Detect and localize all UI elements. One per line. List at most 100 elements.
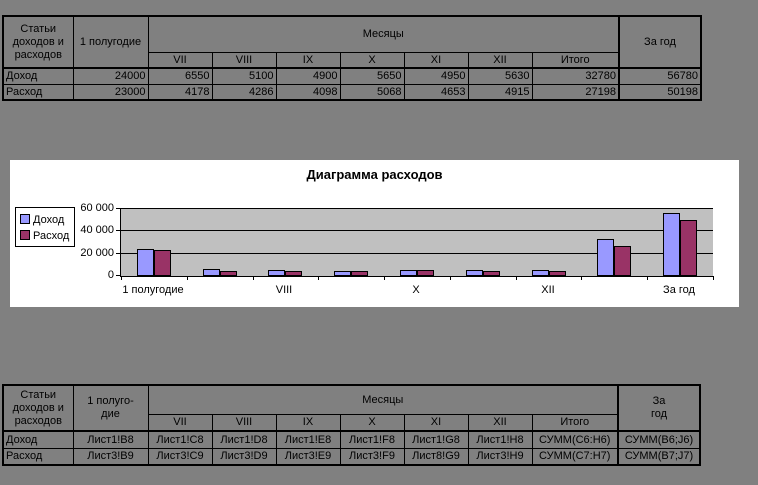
x-axis-label: За год — [663, 284, 695, 296]
table-cell: СУММ(C7:H7) — [531, 447, 619, 466]
month-column-header-cell: XI — [403, 413, 469, 432]
table-cell: 50198 — [618, 83, 702, 101]
table-cell: Лист3!H9 — [467, 447, 533, 466]
x-axis-label: XII — [541, 284, 555, 296]
month-column-header-cell: Итого — [531, 51, 620, 69]
bar-expense — [614, 246, 631, 276]
y-axis-tick — [116, 208, 120, 209]
row-label-cell: Доход — [2, 67, 74, 85]
header-line: расходов — [14, 48, 62, 61]
x-axis-tick — [713, 276, 714, 280]
period-header-cell: 1 полуго-дие — [72, 384, 149, 432]
y-axis-label: 0 — [107, 269, 114, 281]
bar-expense — [417, 270, 434, 276]
table-cell: Лист3!C9 — [147, 447, 213, 466]
x-axis-tick — [581, 276, 582, 280]
month-column-header-cell: XI — [403, 51, 469, 69]
bar-expense — [549, 271, 566, 276]
gridline — [121, 230, 713, 231]
legend-label: Расход — [33, 230, 70, 242]
table-cell: 56780 — [618, 67, 702, 85]
row-label-cell: Расход — [2, 83, 74, 101]
table-row: Расход 23000 4178 4286 4098 5068 4653 4915 27198… — [2, 83, 702, 101]
table-cell: 5068 — [339, 83, 405, 101]
table-row: Доход 24000 6550 5100 4900 5650 4950 5630 32780 5… — [2, 67, 702, 85]
table-cell: Лист1!D8 — [211, 430, 277, 449]
month-column-header-cell: VIII — [211, 413, 277, 432]
month-column-header-cell: IX — [275, 413, 341, 432]
table-cell: 4286 — [211, 83, 277, 101]
month-column-header-cell: IX — [275, 51, 341, 69]
table-cell: 5630 — [467, 67, 533, 85]
y-axis-tick — [116, 230, 120, 231]
table-cell: Лист8!G9 — [403, 447, 469, 466]
bar-income — [400, 270, 417, 276]
x-axis-tick — [121, 276, 122, 280]
y-axis-label: 20 000 — [80, 247, 114, 259]
table-cell: 24000 — [72, 67, 149, 85]
table-cell: 5100 — [211, 67, 277, 85]
table-cell: 4178 — [147, 83, 213, 101]
bar-expense — [154, 250, 171, 276]
table-cell: 4915 — [467, 83, 533, 101]
table-cell: Лист1!B8 — [72, 430, 149, 449]
month-column-header-cell: VIII — [211, 51, 277, 69]
income-expense-values-table: Статьи доходов и расходов 1 полугодие Месяцы… — [2, 15, 702, 101]
x-axis-tick — [516, 276, 517, 280]
year-header-cell: За год — [618, 15, 702, 69]
year-header-cell: За год — [617, 384, 701, 432]
x-axis-tick — [318, 276, 319, 280]
corner-header-cell: Статьи доходов и расходов — [2, 384, 74, 432]
bar-income — [203, 269, 220, 276]
bar-income — [663, 213, 680, 276]
bar-income — [466, 270, 483, 276]
bar-expense — [483, 271, 500, 276]
month-column-header-cell: XII — [467, 413, 533, 432]
x-axis-tick — [253, 276, 254, 280]
table-cell: Лист1!H8 — [467, 430, 533, 449]
month-column-header-cell: X — [339, 413, 405, 432]
header-line: дие — [101, 408, 120, 420]
bar-income — [532, 270, 549, 276]
plot-area — [120, 208, 713, 277]
month-column-header-cell: Итого — [531, 413, 619, 432]
y-axis-tick — [116, 275, 120, 276]
bar-income — [597, 239, 614, 276]
corner-header-cell: Статьи доходов и расходов — [2, 15, 74, 69]
table-cell: Лист1!C8 — [147, 430, 213, 449]
legend-label: Доход — [33, 214, 65, 226]
table-cell: 5650 — [339, 67, 405, 85]
table-cell: Лист1!G8 — [403, 430, 469, 449]
table-cell: 4900 — [275, 67, 341, 85]
month-column-header-cell: XII — [467, 51, 533, 69]
y-axis-label: 40 000 — [80, 224, 114, 236]
x-axis-tick — [647, 276, 648, 280]
chart-title: Диаграмма расходов — [306, 167, 443, 182]
bar-income — [137, 249, 154, 276]
legend-item: Расход — [20, 228, 74, 244]
bar-expense — [680, 220, 697, 276]
table-row: Доход Лист1!B8 Лист1!C8 Лист1!D8 Лист1!E8 Лис… — [2, 430, 701, 449]
legend-item: Доход — [20, 212, 74, 228]
table-cell: Лист3!B9 — [72, 447, 149, 466]
x-axis-label: VIII — [275, 284, 293, 296]
legend-swatch-income — [20, 214, 30, 224]
expense-chart: Диаграмма расходов Доход Расход 0 20 000 40… — [10, 160, 739, 307]
income-expense-formulas-table: Статьи доходов и расходов 1 полуго-дие Месяц… — [2, 384, 701, 466]
bar-income — [334, 271, 351, 276]
table-cell: СУММ(C6:H6) — [531, 430, 619, 449]
table-cell: Лист3!D9 — [211, 447, 277, 466]
header-line: год — [650, 408, 668, 420]
row-label-cell: Расход — [2, 447, 74, 466]
table-cell: СУММ(B7;J7) — [617, 447, 701, 466]
y-axis-tick — [116, 253, 120, 254]
x-axis-label: 1 полугодие — [122, 284, 184, 296]
table-cell: 6550 — [147, 67, 213, 85]
bar-expense — [351, 271, 368, 276]
months-group-header-cell: Месяцы — [147, 384, 619, 415]
table-row: Расход Лист3!B9 Лист3!C9 Лист3!D9 Лист3!E9 Ли… — [2, 447, 701, 466]
header-line: 1 полуго- — [87, 395, 134, 407]
bar-expense — [220, 271, 237, 276]
table-cell: 4653 — [403, 83, 469, 101]
